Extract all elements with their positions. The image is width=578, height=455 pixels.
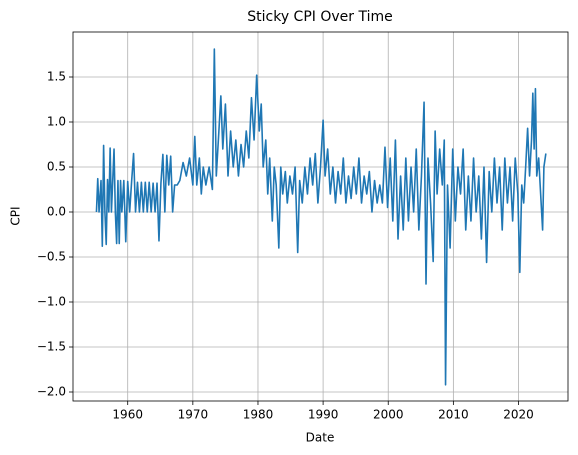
y-tick-label: −1.5: [37, 340, 66, 354]
y-tick-label: 0.0: [47, 205, 66, 219]
x-tick-label: 1960: [112, 408, 143, 422]
x-tick-label: 2020: [503, 408, 534, 422]
x-tick-label: 1980: [243, 408, 274, 422]
y-tick-label: −2.0: [37, 385, 66, 399]
x-tick-label: 1970: [178, 408, 209, 422]
y-tick-label: −0.5: [37, 250, 66, 264]
plot-frame: [72, 31, 569, 402]
y-tick-label: 0.5: [47, 160, 66, 174]
x-tick-label: 1990: [308, 408, 339, 422]
x-axis-label: Date: [306, 431, 335, 445]
x-tick-label: 2000: [373, 408, 404, 422]
line: [95, 48, 547, 386]
y-axis-label: CPI: [9, 206, 23, 225]
y-tick-label: 1.5: [47, 70, 66, 84]
chart-title: Sticky CPI Over Time: [247, 9, 393, 25]
y-tick-label: 1.0: [47, 115, 66, 129]
y-tick-label: −1.0: [37, 295, 66, 309]
x-tick-label: 2010: [438, 408, 469, 422]
